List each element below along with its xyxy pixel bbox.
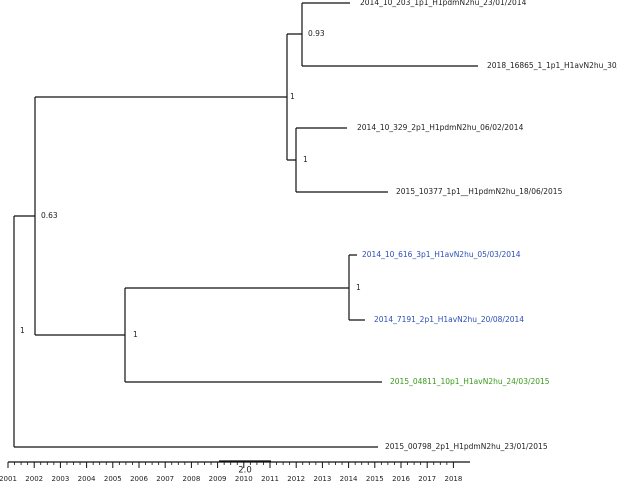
tip-label: 2015_04811_10p1_H1avN2hu_24/03/2015 bbox=[390, 377, 550, 386]
axis-label: 2012 bbox=[287, 475, 305, 483]
axis-label: 2006 bbox=[130, 475, 148, 483]
branch bbox=[124, 287, 382, 383]
support-value: 0.63 bbox=[41, 211, 58, 220]
tip-label: 2015_00798_2p1_H1pdmN2hu_23/01/2015 bbox=[385, 442, 548, 451]
tip-label: 2014_10_616_3p1_H1avN2hu_05/03/2014 bbox=[362, 250, 521, 259]
axis-label: 2011 bbox=[261, 475, 279, 483]
axis-label: 2007 bbox=[156, 475, 174, 483]
axis-label: 2001 bbox=[0, 475, 17, 483]
branch bbox=[34, 96, 287, 336]
scale-bar-label: 2.0 bbox=[238, 466, 252, 476]
support-value: 1 bbox=[133, 330, 138, 339]
branches bbox=[13, 2, 478, 448]
branch bbox=[301, 2, 478, 67]
tip-label: 2018_16865_1_1p1_H1avN2hu_30/11/2018 bbox=[487, 61, 617, 70]
axis-label: 2018 bbox=[444, 475, 462, 483]
tip-label: 2014_10_329_2p1_H1pdmN2hu_06/02/2014 bbox=[357, 123, 524, 132]
axis-label: 2010 bbox=[235, 475, 253, 483]
axis-label: 2005 bbox=[104, 475, 122, 483]
support-value: 1 bbox=[303, 155, 308, 164]
axis-label: 2013 bbox=[313, 475, 331, 483]
axis-label: 2015 bbox=[366, 475, 384, 483]
axis-label: 2004 bbox=[78, 475, 96, 483]
support-value: 1 bbox=[356, 283, 361, 292]
axis-label: 2008 bbox=[182, 475, 200, 483]
branch bbox=[13, 215, 378, 448]
support-value: 1 bbox=[20, 326, 25, 335]
axis-label: 2002 bbox=[25, 475, 43, 483]
axis-label: 2016 bbox=[392, 475, 410, 483]
axis-label: 2014 bbox=[340, 475, 358, 483]
axis-label: 2017 bbox=[418, 475, 436, 483]
axis-label: 2003 bbox=[51, 475, 69, 483]
tip-label: 2015_10377_1p1__H1pdmN2hu_18/06/2015 bbox=[396, 187, 563, 196]
tip-label: 2014_10_203_1p1_H1pdmN2hu_23/01/2014 bbox=[360, 0, 527, 7]
branch bbox=[295, 127, 388, 193]
tip-label: 2014_7191_2p1_H1avN2hu_20/08/2014 bbox=[374, 315, 524, 324]
support-value: 1 bbox=[290, 92, 295, 101]
axis-label: 2009 bbox=[209, 475, 227, 483]
support-value: 0.93 bbox=[308, 29, 325, 38]
